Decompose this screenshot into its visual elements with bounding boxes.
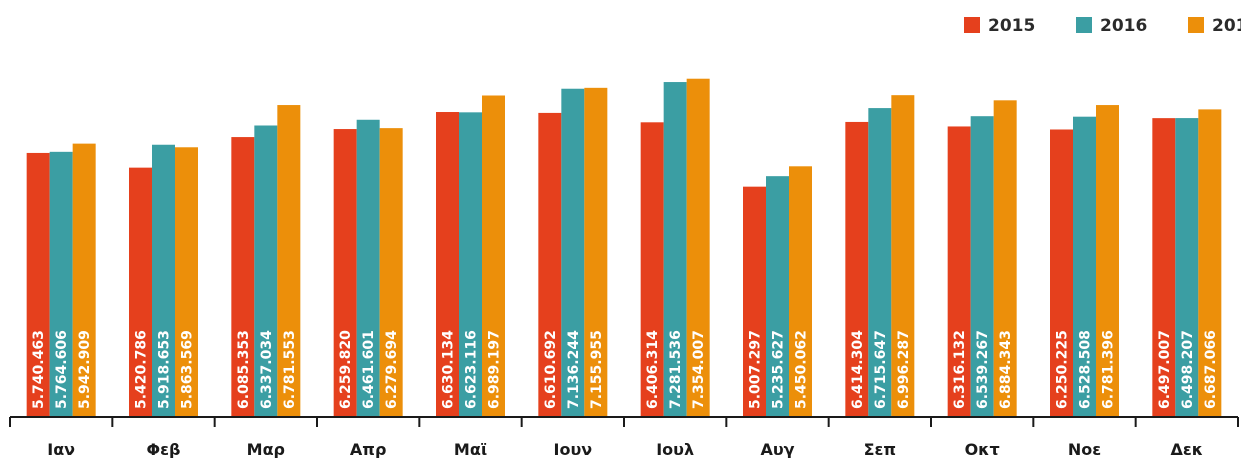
bar-2015-2 (129, 167, 152, 417)
bar-2015-6 (538, 112, 562, 417)
data-label-2015-7: 6.406.314 (645, 330, 661, 409)
x-tick-label: Σεπ (864, 440, 897, 458)
legend-label: 2017 (1212, 16, 1241, 36)
x-axis-ticks (9, 417, 1239, 427)
bar-2017-8 (789, 166, 812, 417)
x-tick-label: Ιουν (554, 440, 593, 458)
data-label-2015-4: 6.259.820 (338, 330, 354, 409)
data-label-2017-4: 6.279.694 (384, 330, 400, 409)
data-label-2017-2: 5.863.569 (180, 330, 196, 409)
data-label-2017-9: 6.996.287 (896, 330, 912, 409)
data-label-2015-1: 5.740.463 (31, 330, 47, 409)
x-tick-label: Αυγ (760, 440, 794, 458)
bar-2015-4 (333, 129, 357, 417)
data-label-2015-11: 6.250.225 (1055, 330, 1071, 409)
bar-2016-9 (868, 108, 892, 418)
data-label-2017-7: 7.354.007 (691, 330, 707, 409)
bar-2015-3 (231, 137, 255, 417)
legend-item-2016: 2016 (1076, 16, 1147, 36)
bar-2016-12 (1175, 118, 1199, 417)
bar-2017-2 (175, 147, 198, 418)
bar-2015-5 (436, 112, 459, 418)
legend-item-2017: 2017 (1188, 16, 1241, 36)
bar-2016-6 (561, 88, 585, 417)
x-tick-label: Δεκ (1171, 440, 1204, 458)
bar-2017-7 (686, 78, 710, 418)
data-label-2016-6: 7.136.244 (566, 330, 582, 409)
bar-2015-7 (640, 122, 664, 417)
data-label-2017-6: 7.155.955 (589, 330, 605, 409)
legend: 2015 2016 2017 (964, 16, 1241, 36)
data-label-2016-3: 6.337.034 (259, 330, 275, 409)
data-label-2016-7: 7.281.536 (668, 330, 684, 409)
data-label-2016-12: 6.498.207 (1180, 330, 1196, 409)
bar-2017-12 (1198, 109, 1222, 418)
legend-label: 2016 (1100, 16, 1147, 36)
bar-2016-11 (1073, 116, 1096, 417)
data-label-2015-6: 6.610.692 (543, 330, 559, 409)
bar-2016-7 (663, 82, 687, 417)
data-label-2015-12: 6.497.007 (1157, 330, 1173, 409)
bar-2016-4 (356, 119, 380, 417)
legend-swatch (1188, 17, 1204, 33)
data-label-2016-11: 6.528.508 (1078, 330, 1094, 409)
data-label-2015-3: 6.085.353 (236, 330, 252, 409)
value-labels: 5.740.463 5.764.606 5.942.909 5.420.786 5.91… (31, 330, 1219, 409)
data-label-2017-3: 6.781.553 (282, 330, 298, 409)
bar-2016-1 (49, 151, 73, 417)
x-tick-label: Απρ (350, 440, 387, 458)
legend-label: 2015 (988, 16, 1035, 36)
bar-2016-3 (254, 125, 278, 418)
bar-2017-5 (482, 95, 505, 417)
x-tick-label: Νοε (1068, 440, 1101, 458)
bar-2016-8 (766, 176, 789, 417)
data-label-2016-4: 6.461.601 (361, 330, 377, 409)
bar-2015-12 (1152, 118, 1176, 417)
data-label-2016-10: 6.539.267 (975, 330, 991, 409)
bar-2017-4 (379, 128, 403, 417)
data-label-2017-10: 6.884.343 (998, 330, 1014, 409)
data-label-2017-8: 5.450.062 (794, 330, 810, 409)
bar-2015-11 (1050, 129, 1073, 417)
data-label-2015-5: 6.630.134 (441, 330, 457, 409)
data-label-2016-5: 6.623.116 (464, 330, 480, 409)
data-label-2017-1: 5.942.909 (77, 330, 93, 409)
x-tick-label: Μαρ (247, 440, 285, 458)
bar-2016-10 (970, 116, 994, 417)
bar-2017-1 (72, 143, 96, 417)
bar-2017-10 (993, 100, 1017, 417)
data-label-2016-2: 5.918.653 (157, 330, 173, 409)
data-label-2015-2: 5.420.786 (134, 330, 150, 409)
x-tick-label: Μαϊ (454, 440, 487, 458)
bars (26, 78, 1222, 418)
x-axis-labels: Ιαν Φεβ Μαρ Απρ Μαϊ Ιουν Ιουλ Αυγ Σεπ Οκτ Νοε Δεκ (47, 440, 1203, 458)
data-label-2016-8: 5.235.627 (771, 330, 787, 409)
x-tick-label: Ιουλ (656, 440, 694, 458)
data-label-2015-10: 6.316.132 (952, 330, 968, 409)
bar-2016-5 (459, 112, 482, 417)
data-label-2016-9: 6.715.647 (873, 330, 889, 409)
legend-item-2015: 2015 (964, 16, 1035, 36)
bar-2017-11 (1096, 105, 1119, 417)
bar-2017-6 (584, 87, 608, 417)
legend-swatch (964, 17, 980, 33)
bar-2017-3 (277, 105, 301, 418)
data-label-2015-8: 5.007.297 (748, 330, 764, 409)
bar-2016-2 (152, 144, 175, 418)
data-label-2015-9: 6.414.304 (850, 330, 866, 409)
x-tick-label: Φεβ (147, 440, 181, 458)
legend-swatch (1076, 17, 1092, 33)
bar-2015-10 (947, 126, 971, 417)
data-label-2017-11: 6.781.396 (1101, 330, 1117, 409)
bar-2017-9 (891, 95, 915, 417)
bar-2015-9 (845, 121, 869, 417)
bar-2015-8 (743, 186, 766, 417)
x-tick-label: Ιαν (47, 440, 75, 458)
bar-2015-1 (26, 152, 50, 417)
data-label-2017-5: 6.989.197 (487, 330, 503, 409)
data-label-2016-1: 5.764.606 (54, 330, 70, 409)
x-tick-label: Οκτ (965, 440, 1000, 458)
data-label-2017-12: 6.687.066 (1203, 330, 1219, 409)
